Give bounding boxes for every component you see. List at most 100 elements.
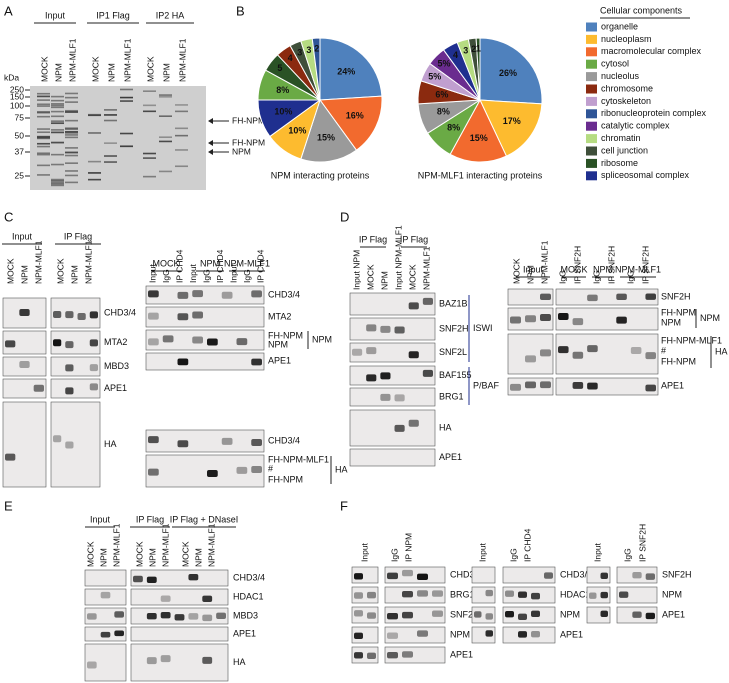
band bbox=[53, 310, 62, 318]
gel-band bbox=[65, 131, 78, 133]
gel-band bbox=[37, 99, 50, 101]
band bbox=[354, 592, 363, 599]
bracket-label: HA bbox=[715, 346, 728, 356]
lane-label: IP CHD4 bbox=[522, 528, 532, 562]
blot-label: HDAC1 bbox=[233, 591, 264, 601]
band bbox=[531, 631, 540, 638]
blot-label: BRG1 bbox=[439, 391, 464, 401]
lane-label: MOCK bbox=[39, 56, 49, 82]
slice-label: 1 bbox=[476, 44, 481, 54]
band bbox=[645, 384, 656, 392]
band bbox=[192, 290, 203, 298]
blot bbox=[145, 285, 265, 305]
panel-label: D bbox=[340, 209, 349, 224]
arrow-head bbox=[208, 140, 213, 146]
lane-label: IgG bbox=[161, 269, 171, 283]
slice-label: 8% bbox=[437, 106, 450, 116]
gel-band bbox=[65, 174, 78, 177]
slice-label: 8% bbox=[276, 85, 289, 95]
legend-swatch bbox=[586, 84, 597, 94]
marker-label: 250 bbox=[10, 84, 24, 94]
blot bbox=[2, 330, 47, 355]
band bbox=[387, 612, 398, 620]
band bbox=[619, 591, 629, 598]
band bbox=[387, 632, 398, 639]
gel-band bbox=[65, 162, 78, 164]
band bbox=[352, 348, 363, 356]
band bbox=[100, 631, 111, 638]
blot-label: FH-NPM bbox=[268, 474, 303, 484]
gel-band bbox=[51, 183, 64, 185]
legend-label: ribosome bbox=[601, 158, 638, 168]
blot bbox=[349, 317, 436, 341]
unit-label: kDa bbox=[4, 72, 19, 82]
gel-band bbox=[143, 175, 156, 178]
gel-band bbox=[51, 153, 64, 156]
band bbox=[160, 612, 171, 619]
blot-label: APE1 bbox=[233, 628, 256, 638]
gel-band bbox=[51, 184, 64, 187]
blot bbox=[384, 646, 446, 664]
blot-label: MBD3 bbox=[104, 361, 129, 371]
marker-label: 50 bbox=[15, 130, 25, 140]
band bbox=[19, 360, 30, 368]
blot bbox=[555, 377, 659, 396]
band bbox=[505, 590, 514, 597]
legend-label: cytoskeleton bbox=[601, 96, 651, 106]
slice-label: 5% bbox=[428, 71, 441, 81]
blot bbox=[502, 606, 556, 624]
pie-slice bbox=[300, 98, 358, 163]
band bbox=[146, 576, 157, 583]
band bbox=[645, 293, 656, 300]
blot-label: APE1 bbox=[268, 355, 291, 365]
band-label: NPM bbox=[232, 146, 251, 156]
slice-label: 6% bbox=[435, 90, 448, 100]
legend-title: Cellular components bbox=[600, 5, 683, 15]
band bbox=[394, 394, 405, 402]
blot-label: APE1 bbox=[104, 383, 127, 393]
lane-label: NPM bbox=[19, 265, 29, 284]
band bbox=[5, 340, 16, 348]
blot-label: CHD3/4 bbox=[104, 307, 136, 317]
lane-label: NPM-MLF1 bbox=[539, 240, 549, 284]
blot bbox=[471, 586, 496, 604]
band bbox=[380, 393, 391, 401]
gel-band bbox=[51, 129, 64, 131]
lane-label: MOCK bbox=[85, 541, 95, 567]
gel-band bbox=[51, 103, 64, 105]
band bbox=[600, 591, 608, 599]
blot bbox=[130, 569, 229, 587]
blot bbox=[502, 626, 556, 644]
band bbox=[510, 316, 521, 324]
blot-label: APE1 bbox=[662, 609, 685, 619]
blot-label: FH-NPM bbox=[661, 307, 696, 317]
gel-band bbox=[88, 132, 101, 134]
blot-label: BAF155 bbox=[439, 370, 472, 380]
gel-band bbox=[51, 99, 64, 102]
blot-label: SNF2L bbox=[439, 347, 467, 357]
legend-swatch bbox=[586, 34, 597, 44]
gel-band bbox=[159, 170, 172, 173]
gel-band bbox=[37, 105, 50, 107]
gel-band bbox=[159, 94, 172, 96]
band bbox=[5, 453, 16, 461]
gel-band bbox=[65, 151, 78, 153]
band bbox=[540, 314, 551, 322]
panel-label: A bbox=[4, 3, 13, 18]
band bbox=[177, 291, 189, 299]
group-label: IP Flag bbox=[400, 234, 428, 244]
band bbox=[192, 336, 203, 344]
blot bbox=[145, 454, 265, 488]
band bbox=[221, 437, 233, 445]
gel-band bbox=[65, 134, 78, 136]
gel-band bbox=[51, 120, 64, 122]
band bbox=[87, 661, 97, 669]
gel-band bbox=[65, 111, 78, 113]
lane-label: NPM bbox=[69, 265, 79, 284]
lane-label: IP SNF2H bbox=[640, 246, 650, 284]
band bbox=[146, 657, 157, 665]
group-label: IP2 HA bbox=[156, 10, 185, 20]
lane-label: IP CHD4 bbox=[255, 249, 265, 283]
slice-label: 16% bbox=[346, 111, 364, 121]
band bbox=[366, 347, 377, 355]
